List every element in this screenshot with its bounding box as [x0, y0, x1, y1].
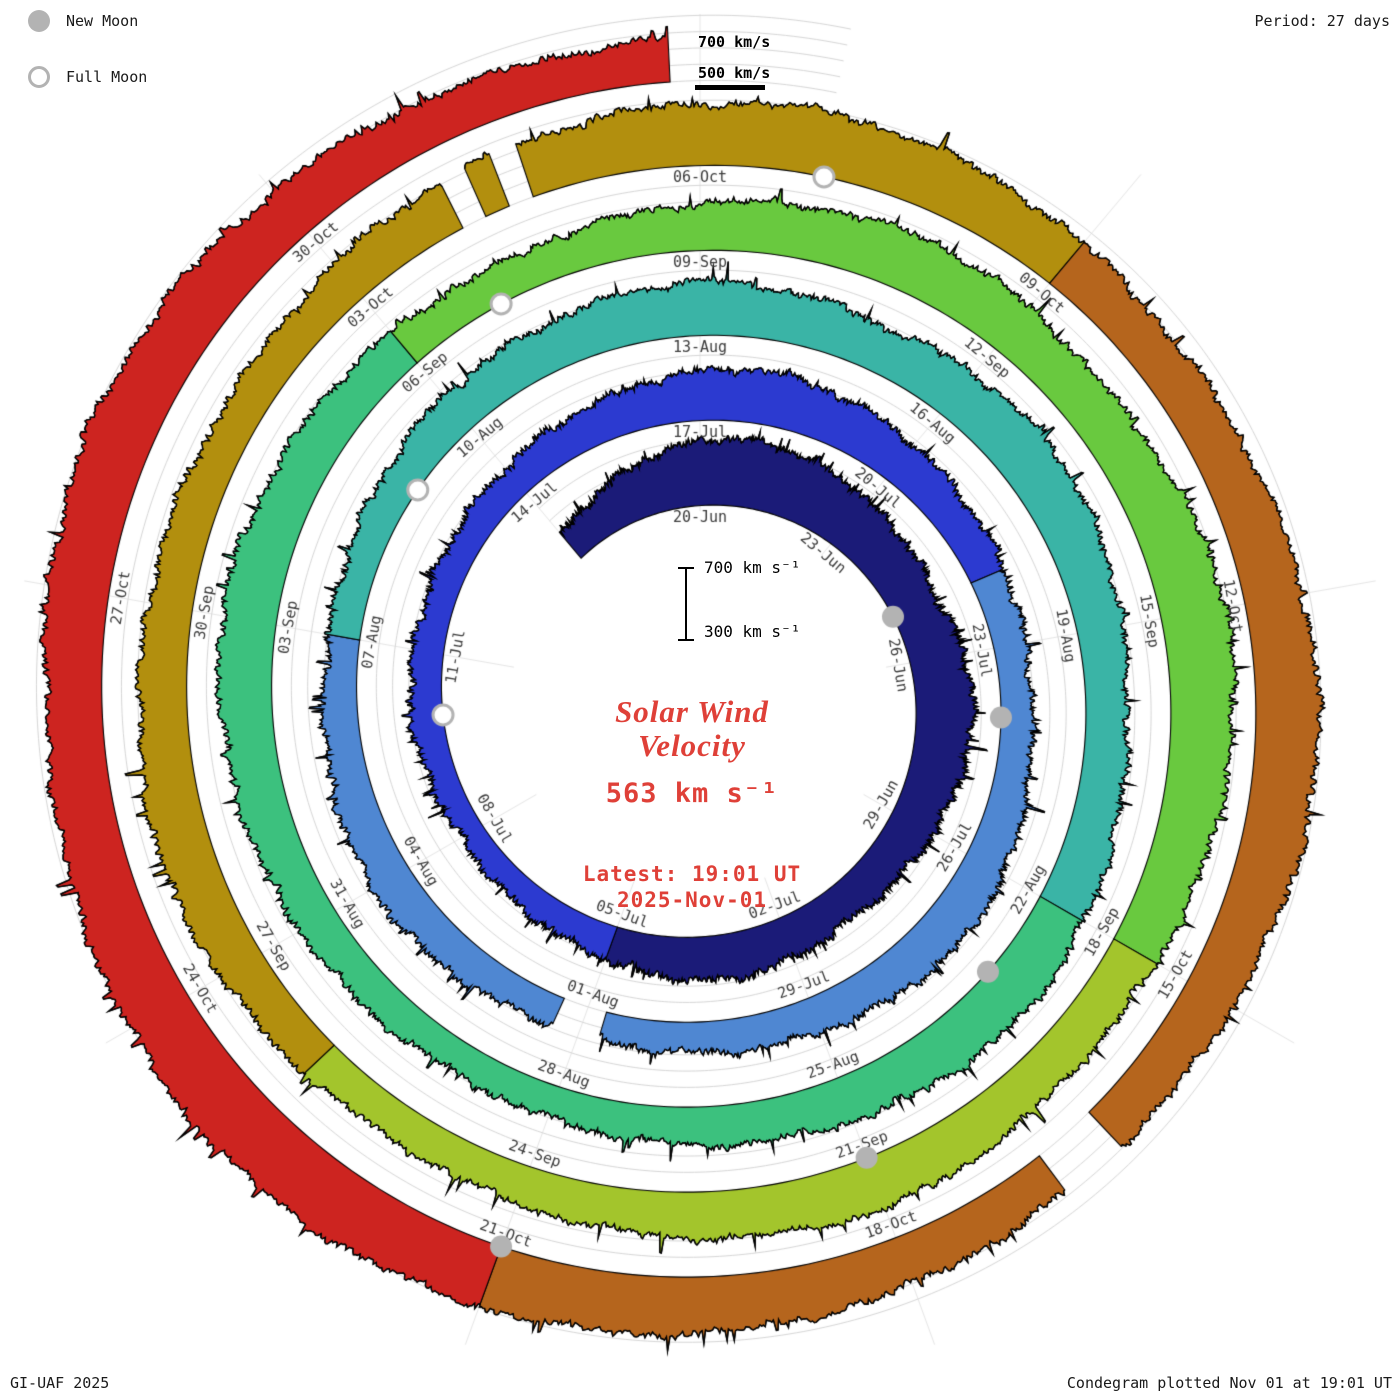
full-moon-icon [28, 66, 50, 88]
full-moon-label: Full Moon [66, 68, 148, 86]
outer-scale-500: 500 km/s [698, 64, 771, 82]
plotted-label: Condegram plotted Nov 01 at 19:01 UT [1066, 1374, 1392, 1392]
scale-bottom-label: 300 km s⁻¹ [704, 622, 801, 641]
outer-scale-700: 700 km/s [698, 33, 771, 51]
scale-tick-bar [695, 85, 765, 90]
latest-date-label: 2025-Nov-01 [616, 888, 768, 912]
legend-new-moon: New Moon [28, 10, 138, 32]
scale-top-label: 700 km s⁻¹ [704, 558, 801, 577]
legend-full-moon: Full Moon [28, 66, 147, 88]
new-moon-label: New Moon [66, 12, 139, 30]
new-moon-icon [28, 10, 50, 32]
velocity-scale-bar [676, 564, 696, 648]
chart-title-line2: Velocity [638, 728, 746, 763]
chart-title-line1: Solar Wind [615, 694, 769, 729]
current-velocity-value: 563 km s⁻¹ [605, 778, 779, 809]
period-label: Period: 27 days [1254, 12, 1390, 30]
latest-time-label: Latest: 19:01 UT [582, 862, 802, 886]
credit-label: GI-UAF 2025 [10, 1374, 110, 1392]
scale-bar-icon [678, 567, 694, 641]
